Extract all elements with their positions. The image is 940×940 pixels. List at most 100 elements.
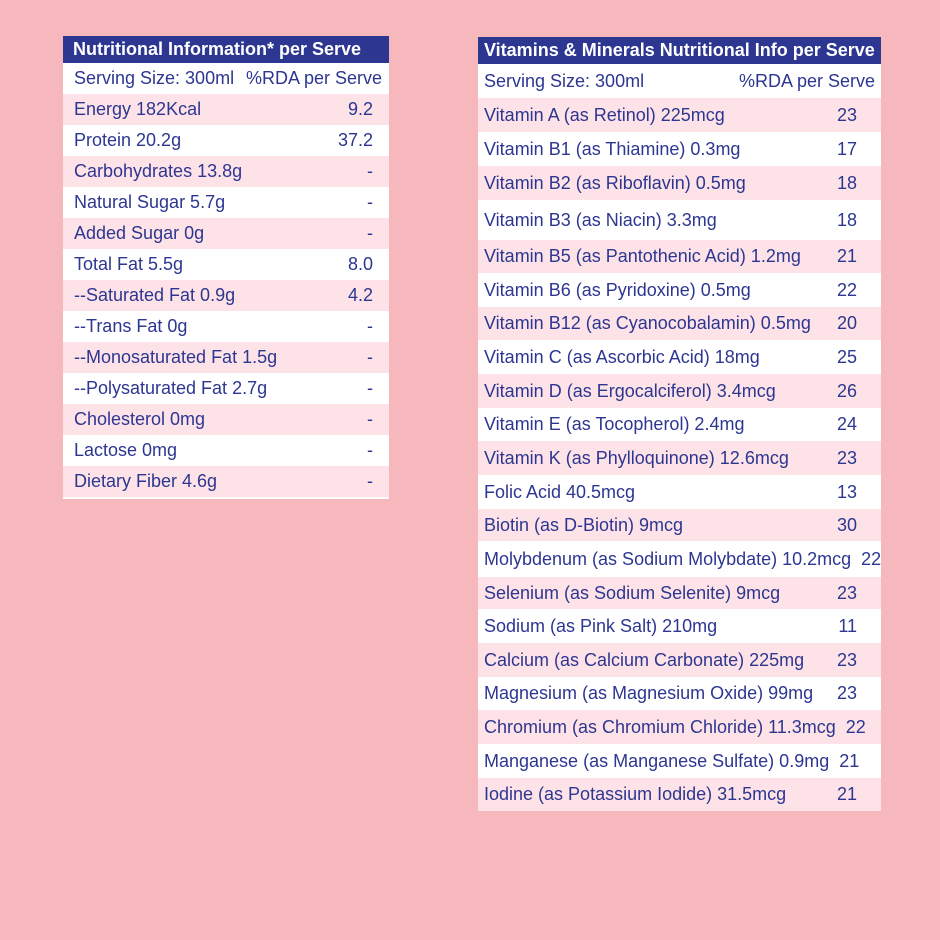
- row-label: Protein 20.2g: [74, 130, 182, 150]
- table-row: Vitamin E (as Tocopherol) 2.4mg 24: [478, 408, 881, 441]
- row-label: Magnesium (as Magnesium Oxide) 99mg: [484, 683, 814, 703]
- nutrition-table: Nutritional Information* per Serve Servi…: [63, 36, 389, 499]
- row-value: 17: [836, 138, 857, 159]
- row-label: Biotin (as D-Biotin) 9mcg: [484, 514, 684, 535]
- row-label: --Trans Fat 0g: [74, 316, 188, 336]
- table-row: Biotin (as D-Biotin) 9mcg 30: [478, 509, 881, 541]
- row-label: Vitamin B12 (as Cyanocobalamin) 0.5mg: [484, 313, 811, 333]
- table-row: Molybdenum (as Sodium Molybdate) 10.2mcg…: [478, 541, 881, 577]
- table-row: --Saturated Fat 0.9g 4.2: [63, 280, 389, 311]
- table-row: Protein 20.2g 37.2: [63, 125, 389, 156]
- vitamins-rows: Vitamin A (as Retinol) 225mcg 23 Vitamin B…: [478, 98, 881, 811]
- row-value: 22: [861, 548, 882, 569]
- row-value: -: [367, 409, 373, 429]
- table-row: Vitamin A (as Retinol) 225mcg 23: [478, 98, 881, 132]
- row-value: 25: [836, 346, 857, 367]
- table-row: Energy 182Kcal 9.2: [63, 94, 389, 125]
- row-value: 23: [836, 104, 857, 125]
- row-value: -: [367, 192, 373, 212]
- row-label: Folic Acid 40.5mcg: [484, 481, 636, 502]
- table-row: Vitamin B3 (as Niacin) 3.3mg 18: [478, 200, 881, 240]
- row-label: Vitamin B5 (as Pantothenic Acid) 1.2mg: [484, 246, 801, 266]
- serving-size-label: Serving Size: 300ml: [484, 70, 645, 91]
- row-value: 23: [836, 683, 857, 703]
- table-row: Vitamin K (as Phylloquinone) 12.6mcg 23: [478, 441, 881, 475]
- nutrition-rows: Energy 182Kcal 9.2 Protein 20.2g 37.2 Carboh…: [63, 94, 389, 497]
- nutrition-table-title: Nutritional Information* per Serve: [63, 36, 389, 63]
- row-value: 4.2: [347, 285, 373, 305]
- row-value: 9.2: [347, 99, 373, 119]
- row-value: 26: [836, 380, 857, 401]
- row-label: Sodium (as Pink Salt) 210mg: [484, 615, 718, 636]
- row-label: Vitamin B6 (as Pyridoxine) 0.5mg: [484, 279, 751, 300]
- row-label: Manganese (as Manganese Sulfate) 0.9mg: [484, 750, 830, 771]
- table-row: Added Sugar 0g -: [63, 218, 389, 249]
- row-value: 30: [836, 514, 857, 535]
- row-value: 22: [845, 716, 866, 737]
- row-label: Calcium (as Calcium Carbonate) 225mg: [484, 649, 805, 670]
- row-label: --Saturated Fat 0.9g: [74, 285, 236, 305]
- table-row: Total Fat 5.5g 8.0: [63, 249, 389, 280]
- table-row: Vitamin C (as Ascorbic Acid) 18mg 25: [478, 340, 881, 374]
- row-value: 23: [836, 582, 857, 603]
- row-value: 20: [836, 313, 857, 333]
- row-value: -: [367, 440, 373, 460]
- table-row: Manganese (as Manganese Sulfate) 0.9mg 21: [478, 744, 881, 778]
- table-row: Chromium (as Chromium Chloride) 11.3mcg 2…: [478, 710, 881, 744]
- table-row: Vitamin B5 (as Pantothenic Acid) 1.2mg 21: [478, 240, 881, 273]
- table-row: --Monosaturated Fat 1.5g -: [63, 342, 389, 373]
- row-value: 13: [836, 481, 857, 502]
- row-label: Natural Sugar 5.7g: [74, 192, 226, 212]
- row-label: Chromium (as Chromium Chloride) 11.3mcg: [484, 716, 836, 737]
- row-label: --Monosaturated Fat 1.5g: [74, 347, 278, 367]
- serving-size-label: Serving Size: 300ml: [74, 68, 235, 88]
- row-value: 23: [836, 649, 857, 670]
- row-value: -: [367, 161, 373, 181]
- row-label: Vitamin E (as Tocopherol) 2.4mg: [484, 414, 745, 434]
- row-value: 8.0: [347, 254, 373, 274]
- row-label: Added Sugar 0g: [74, 223, 205, 243]
- rda-column-label: %RDA per Serve: [738, 70, 875, 91]
- table-row: Calcium (as Calcium Carbonate) 225mg 23: [478, 643, 881, 677]
- table-row: Cholesterol 0mg -: [63, 404, 389, 435]
- table-row: --Trans Fat 0g -: [63, 311, 389, 342]
- row-label: Cholesterol 0mg: [74, 409, 206, 429]
- row-value: -: [367, 223, 373, 243]
- table-row: Natural Sugar 5.7g -: [63, 187, 389, 218]
- row-value: -: [367, 471, 373, 491]
- row-value: 18: [836, 209, 857, 230]
- row-value: 21: [839, 750, 860, 771]
- row-label: Vitamin A (as Retinol) 225mcg: [484, 104, 725, 125]
- row-label: Selenium (as Sodium Selenite) 9mcg: [484, 582, 781, 603]
- vitamins-column-header: Serving Size: 300ml %RDA per Serve: [478, 64, 881, 98]
- table-row: Lactose 0mg -: [63, 435, 389, 466]
- nutrition-column-header: Serving Size: 300ml %RDA per Serve: [63, 63, 389, 94]
- row-value: 21: [836, 246, 857, 266]
- row-value: 37.2: [337, 130, 373, 150]
- table-row: Carbohydrates 13.8g -: [63, 156, 389, 187]
- table-row: Dietary Fiber 4.6g -: [63, 466, 389, 497]
- row-label: Vitamin B2 (as Riboflavin) 0.5mg: [484, 172, 746, 193]
- row-value: 21: [836, 784, 857, 804]
- table-row: Magnesium (as Magnesium Oxide) 99mg 23: [478, 677, 881, 710]
- table-row: Iodine (as Potassium Iodide) 31.5mcg 21: [478, 778, 881, 811]
- table-row: Sodium (as Pink Salt) 210mg 11: [478, 609, 881, 643]
- table-row: Folic Acid 40.5mcg 13: [478, 475, 881, 509]
- table-row: Vitamin B6 (as Pyridoxine) 0.5mg 22: [478, 273, 881, 307]
- table-row: --Polysaturated Fat 2.7g -: [63, 373, 389, 404]
- row-value: 23: [836, 447, 857, 468]
- row-label: Molybdenum (as Sodium Molybdate) 10.2mcg: [484, 548, 852, 569]
- row-label: Lactose 0mg: [74, 440, 178, 460]
- row-label: Dietary Fiber 4.6g: [74, 471, 218, 491]
- row-label: Vitamin C (as Ascorbic Acid) 18mg: [484, 346, 760, 367]
- row-label: Vitamin B1 (as Thiamine) 0.3mg: [484, 138, 741, 159]
- row-label: Total Fat 5.5g: [74, 254, 184, 274]
- row-value: -: [367, 378, 373, 398]
- row-label: Iodine (as Potassium Iodide) 31.5mcg: [484, 784, 787, 804]
- rda-column-label: %RDA per Serve: [245, 68, 382, 88]
- vitamins-table: Vitamins & Minerals Nutritional Info per…: [478, 37, 881, 811]
- table-row: Vitamin B2 (as Riboflavin) 0.5mg 18: [478, 166, 881, 200]
- table-row: Vitamin B12 (as Cyanocobalamin) 0.5mg 20: [478, 307, 881, 340]
- row-value: 11: [838, 615, 857, 636]
